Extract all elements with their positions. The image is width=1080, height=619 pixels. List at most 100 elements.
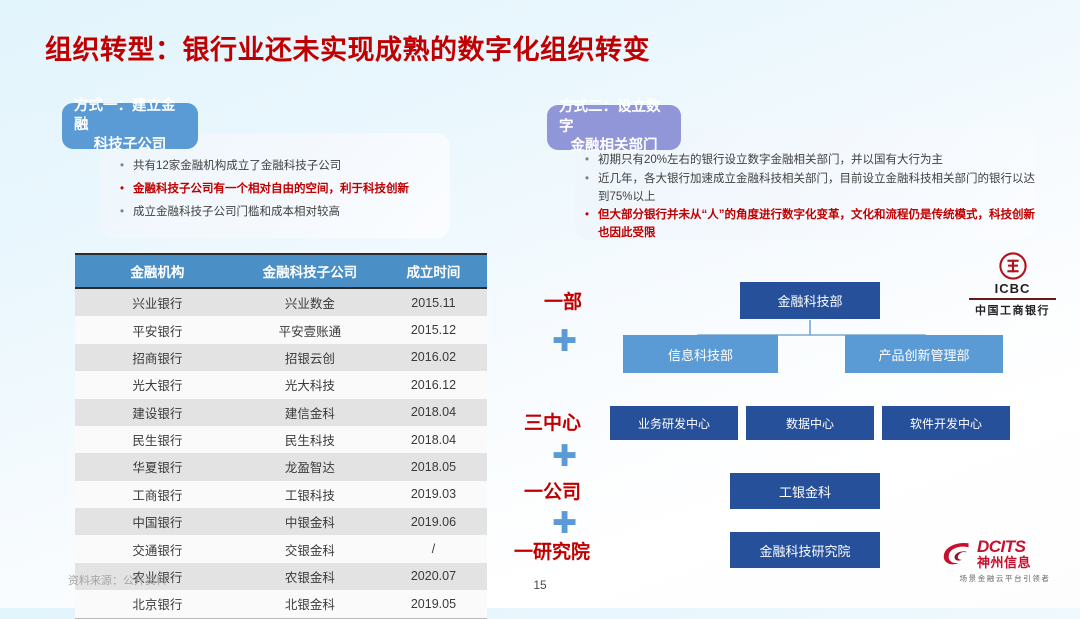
- org-box-fintech-dept: 金融科技部: [740, 282, 880, 319]
- cell-institution: 中国银行: [132, 516, 183, 531]
- cell-founded: 2018.04: [410, 432, 457, 447]
- cell-institution: 工商银行: [132, 488, 183, 503]
- cell-founded: 2018.04: [410, 405, 457, 420]
- left-tag-line1: 方式一：建立金融: [74, 97, 176, 134]
- column-header-founded: 成立时间: [379, 253, 487, 289]
- cell-subsidiary: 工银科技: [284, 488, 335, 503]
- cell-institution: 交通银行: [132, 543, 183, 558]
- list-item: • 近几年，各大银行加速成立金融科技相关部门，目前设立金融科技相关部门的银行以达…: [585, 171, 1035, 207]
- dcits-tagline: 场景金融云平台引领者: [959, 573, 1051, 583]
- bullet-text: 但大部分银行并未从“人”的角度进行数字化变革，文化和流程仍是传统模式，科技创新也…: [598, 209, 1035, 240]
- cell-founded: 2018.05: [410, 459, 457, 474]
- left-bullet-list: • 共有12家金融机构成立了金融科技子公司 • 金融科技子公司有一个相对自由的空…: [120, 158, 450, 226]
- icbc-org-chart: 一部 ✚ 金融科技部 信息科技部 产品创新管理部 三中心 ✚ 业务研发中心 数据…: [514, 265, 1010, 585]
- table-row: 中国银行 中银金科 2019.06: [75, 508, 487, 536]
- icbc-divider: [969, 298, 1056, 300]
- bullet-text: 初期只有20%左右的银行设立数字金融相关部门，并以国有大行为主: [598, 154, 944, 166]
- cell-founded: 2019.05: [410, 596, 457, 611]
- org-box-product-innovation-dept: 产品创新管理部: [845, 335, 1003, 373]
- table-row: 兴业银行 兴业数金 2015.11: [75, 288, 487, 317]
- icbc-english-name: ICBC: [994, 281, 1031, 296]
- table-row: 招商银行 招银云创 2016.02: [75, 343, 487, 372]
- cell-institution: 兴业银行: [132, 297, 183, 312]
- cell-institution: 民生银行: [132, 434, 183, 449]
- right-tag-line1: 方式二：设立数字: [559, 99, 661, 135]
- cell-founded: 2015.11: [411, 295, 456, 310]
- table-row: 交通银行 交银金科 /: [75, 535, 487, 563]
- page-title: 组织转型：银行业还未实现成熟的数字化组织转变: [45, 35, 650, 65]
- page-number: 15: [533, 578, 547, 592]
- dcits-swoosh-icon: [943, 543, 969, 565]
- plus-icon: ✚: [552, 507, 578, 540]
- bullet-dot-icon: •: [120, 160, 125, 172]
- plus-icon: ✚: [552, 440, 578, 473]
- list-item: • 金融科技子公司有一个相对自由的空间，利于科技创新: [120, 181, 450, 199]
- cell-founded: 2016.12: [410, 377, 457, 392]
- org-box-data-center: 数据中心: [746, 406, 874, 440]
- cell-institution: 华夏银行: [132, 461, 183, 476]
- list-item: • 但大部分银行并未从“人”的角度进行数字化变革，文化和流程仍是传统模式，科技创…: [585, 207, 1035, 243]
- source-note: 资料来源：公开资料: [68, 575, 167, 587]
- table-body: 兴业银行 兴业数金 2015.11 平安银行 平安壹账通 2015.12 招商银行 招银云…: [75, 288, 487, 618]
- cell-founded: /: [431, 542, 436, 557]
- left-approach-panel: [100, 133, 450, 238]
- table-row: 平安银行 平安壹账通 2015.12: [75, 316, 487, 344]
- cell-institution: 建设银行: [132, 406, 183, 421]
- table-row: 民生银行 民生科技 2018.04: [75, 425, 487, 454]
- org-label-one-dept: 一部: [544, 292, 583, 313]
- cell-subsidiary: 兴业数金: [284, 297, 335, 312]
- cell-subsidiary: 招银云创: [284, 351, 335, 366]
- cell-subsidiary: 民生科技: [284, 434, 335, 449]
- org-box-fintech-institute: 金融科技研究院: [730, 532, 880, 568]
- bullet-text: 金融科技子公司有一个相对自由的空间，利于科技创新: [133, 182, 409, 195]
- bullet-text: 共有12家金融机构成立了金融科技子公司: [133, 160, 342, 172]
- org-label-three-centers: 三中心: [524, 413, 582, 434]
- fintech-subsidiary-table: 金融机构 金融科技子公司 成立时间 兴业银行 兴业数金 2015.11 平安银行 平安…: [75, 253, 487, 619]
- bullet-dot-icon: •: [585, 154, 590, 166]
- bullet-dot-icon: •: [120, 182, 125, 195]
- cell-founded: 2020.07: [410, 569, 457, 584]
- bullet-dot-icon: •: [585, 209, 590, 222]
- bullet-text: 成立金融科技子公司门槛和成本相对较高: [133, 205, 340, 218]
- bullet-dot-icon: •: [585, 172, 590, 185]
- org-box-icbc-fintech-company: 工银金科: [730, 473, 880, 509]
- list-item: • 初期只有20%左右的银行设立数字金融相关部门，并以国有大行为主: [585, 152, 1035, 170]
- right-approach-tag: 方式二：设立数字 金融相关部门: [547, 99, 681, 154]
- cell-subsidiary: 光大科技: [284, 379, 335, 394]
- cell-founded: 2019.06: [410, 514, 457, 529]
- cell-subsidiary: 平安壹账通: [278, 324, 342, 339]
- icbc-chinese-name: 中国工商银行: [975, 304, 1050, 317]
- dcits-english-name: DCITS: [977, 537, 1026, 556]
- right-tag-line2: 金融相关部门: [570, 138, 658, 155]
- cell-institution: 招商银行: [132, 351, 183, 366]
- icbc-logo: ICBC 中国工商银行: [965, 252, 1060, 318]
- cell-subsidiary: 龙盈智达: [284, 461, 335, 476]
- bullet-text: 近几年，各大银行加速成立金融科技相关部门，目前设立金融科技相关部门的银行以达到7…: [598, 172, 1035, 203]
- org-label-one-institute: 一研究院: [514, 542, 591, 563]
- cell-subsidiary: 交银金科: [284, 543, 335, 558]
- cell-founded: 2019.03: [410, 487, 457, 502]
- icbc-emblem-icon: [998, 252, 1027, 280]
- cell-founded: 2016.02: [410, 350, 457, 365]
- cell-institution: 平安银行: [132, 324, 183, 339]
- cell-founded: 2015.12: [410, 323, 457, 338]
- table-row: 华夏银行 龙盈智达 2018.05: [75, 453, 487, 481]
- cell-subsidiary: 中银金科: [284, 516, 335, 531]
- left-tag-line2: 科技子公司: [93, 136, 167, 153]
- bullet-dot-icon: •: [120, 205, 125, 218]
- table-row: 建设银行 建信金科 2018.04: [75, 398, 487, 426]
- list-item: • 共有12家金融机构成立了金融科技子公司: [120, 158, 450, 176]
- column-header-subsidiary: 金融科技子公司: [239, 253, 380, 289]
- cell-institution: 光大银行: [132, 379, 183, 394]
- cell-subsidiary: 建信金科: [284, 406, 335, 421]
- dcits-chinese-name: 神州信息: [977, 555, 1032, 570]
- table-row: 工商银行 工银科技 2019.03: [75, 480, 487, 508]
- column-header-institution: 金融机构: [75, 253, 240, 289]
- org-box-it-dept: 信息科技部: [623, 335, 778, 373]
- cell-subsidiary: 北银金科: [284, 598, 335, 613]
- table-header-row: 金融机构 金融科技子公司 成立时间: [75, 253, 487, 289]
- list-item: • 成立金融科技子公司门槛和成本相对较高: [120, 204, 450, 222]
- right-bullet-list: • 初期只有20%左右的银行设立数字金融相关部门，并以国有大行为主 • 近几年，…: [585, 152, 1035, 244]
- cell-institution: 农业银行: [132, 570, 183, 585]
